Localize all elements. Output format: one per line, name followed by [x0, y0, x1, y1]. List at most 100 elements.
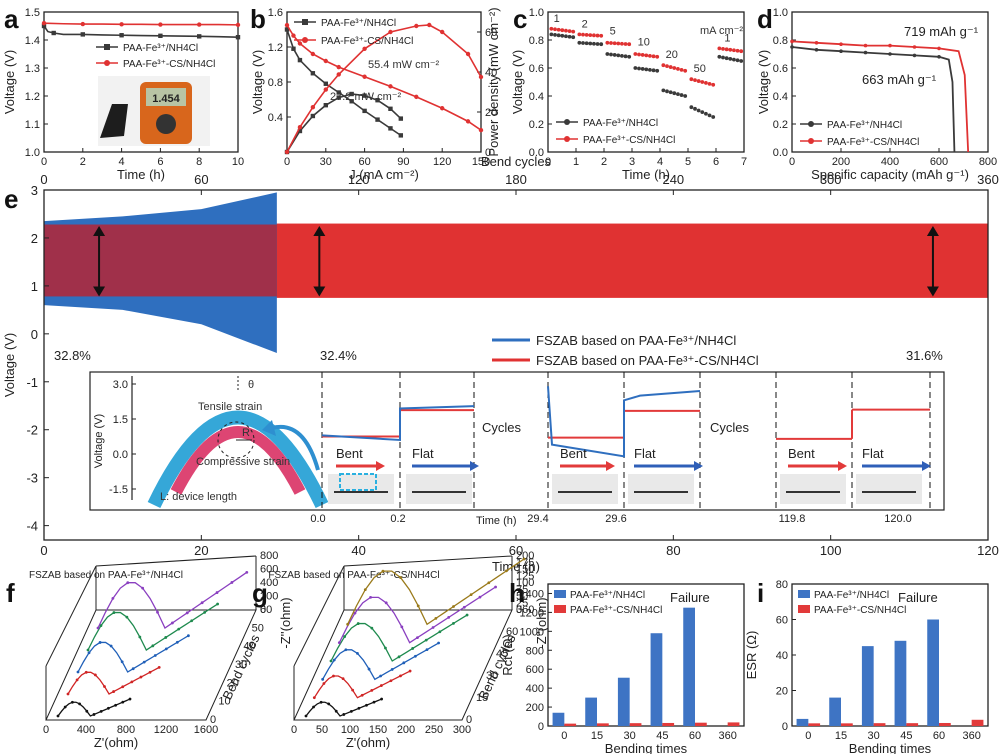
y-axis-label: -Z''(ohm) [278, 597, 293, 648]
y-tick-label: 150 [516, 564, 534, 576]
data-point [665, 64, 669, 69]
radius-circle [217, 421, 255, 459]
legend-label-blue: PAA-Fe³⁺/NH4Cl [570, 590, 645, 601]
x-tick-label: 100 [341, 724, 359, 736]
x-axis-label: Time (h) [117, 167, 165, 182]
legend-swatch-blue [554, 590, 566, 598]
data-point [567, 34, 572, 39]
eis-curve [322, 642, 439, 681]
series-marker [863, 43, 868, 48]
x-tick-label: 800 [117, 724, 135, 736]
bar-bar_red [808, 723, 821, 726]
y-tick-label: 40 [776, 650, 788, 662]
data-point [732, 57, 736, 62]
legend-label-red: FSZAB based on PAA-Fe³⁺-CS/NH4Cl [536, 353, 759, 368]
data-point [637, 66, 641, 71]
eis-marker [402, 661, 406, 665]
data-point [588, 41, 593, 46]
eis-marker [332, 674, 335, 678]
x-tick-label: 150 [369, 724, 387, 736]
x-tick-label: 60 [509, 543, 523, 558]
y-tick-label: 1.0 [529, 7, 544, 19]
bar-bar_blue [650, 633, 663, 726]
multimeter-screen [146, 88, 186, 106]
x-axis-label: J (mA cm⁻²) [349, 167, 419, 182]
series-marker [465, 51, 471, 57]
z-tick-label: 0 [466, 714, 472, 726]
y-tick-label: -2 [26, 423, 38, 438]
eis-marker [389, 679, 393, 683]
bar-bar_red [727, 722, 740, 726]
data-point [581, 41, 585, 45]
bar-bar_red [629, 723, 642, 726]
series-marker [349, 99, 354, 104]
data-point [721, 55, 725, 60]
series-marker [197, 34, 202, 39]
legend-item-d-0-label: PAA-Fe³⁺/NH4Cl [827, 120, 902, 131]
x-tick-label: 90 [397, 156, 409, 168]
y-tick-label: 1.0 [773, 7, 788, 19]
eis-marker [312, 705, 315, 709]
y-tick-label: 800 [526, 645, 544, 657]
eis-marker [505, 569, 508, 573]
data-point [739, 59, 744, 63]
x-tick-label: 400 [77, 724, 95, 736]
series-marker [80, 32, 85, 37]
x2-tick-label: 300 [820, 172, 842, 187]
eis-marker [142, 660, 146, 664]
eis-marker [148, 670, 152, 674]
eis-marker [85, 709, 89, 713]
series-marker [119, 22, 124, 27]
data-point [560, 33, 565, 38]
y-axis-label: Voltage (V) [510, 50, 525, 114]
x-tick-label: 15 [835, 730, 847, 742]
x-tick-label: 7 [741, 156, 747, 168]
bar-bar_blue [829, 697, 841, 726]
series-marker [478, 74, 484, 80]
data-point [676, 67, 680, 71]
length-label: L: device length [160, 491, 237, 503]
eis-marker [424, 638, 428, 642]
annotation-capacity-red: 719 mAh g⁻¹ [904, 24, 979, 39]
data-point [609, 41, 613, 45]
bar-bar_blue [683, 607, 695, 726]
y-tick-label: 0.8 [268, 77, 283, 89]
data-point [683, 68, 688, 73]
data-point [584, 41, 589, 46]
series-marker [839, 49, 843, 53]
x-axis-label: Time (h) [622, 167, 670, 182]
failure-label: Failure [898, 590, 938, 605]
data-point [616, 41, 621, 46]
series-marker [297, 57, 303, 63]
bar-bar_red [662, 722, 675, 726]
panel-title: FSZAB based on PAA-Fe³⁺-CS/NH4Cl [268, 570, 439, 581]
device-bent-inner [170, 426, 306, 495]
bar-bar_red [597, 723, 609, 726]
y-tick-label: 100 [516, 577, 534, 589]
eis-marker [344, 648, 348, 652]
plot-frame-c [547, 11, 745, 153]
inset-phase-label: Flat [862, 446, 884, 461]
data-point [717, 46, 722, 51]
x-tick-label: 150 [472, 156, 490, 168]
y-tick-label: -4 [26, 519, 38, 534]
eis-marker [99, 624, 103, 627]
eis-marker [346, 622, 350, 626]
eis-marker [187, 634, 190, 638]
data-point [605, 52, 610, 56]
eis-marker [96, 626, 100, 630]
x-tick-label: 1600 [194, 724, 218, 736]
rate-unit-label: mA cm⁻² [700, 25, 743, 37]
multimeter-reading: 1.454 [152, 93, 180, 105]
inset-x-tick-label: 119.8 [779, 513, 806, 525]
data-point [599, 33, 604, 38]
series-marker [336, 72, 341, 77]
eis-marker [128, 697, 132, 701]
inset-phase-label: Flat [634, 446, 656, 461]
device-photo [406, 474, 472, 504]
eis-marker [56, 714, 60, 718]
eis-marker [349, 709, 353, 713]
y-axis-label: Voltage (V) [2, 333, 17, 397]
eis-marker [334, 709, 338, 713]
